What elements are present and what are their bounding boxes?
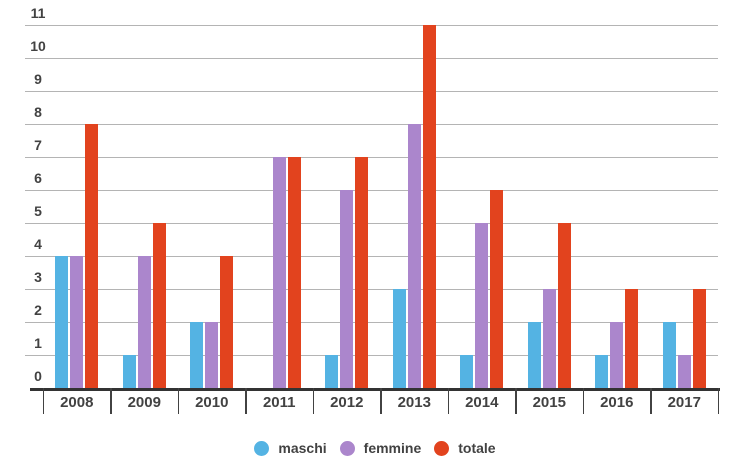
axis-tick xyxy=(447,388,449,414)
bar-maschi-2008[interactable] xyxy=(55,256,69,388)
x-axis-label-2008: 2008 xyxy=(60,394,94,411)
bar-totale-2015[interactable] xyxy=(557,223,571,388)
gridline xyxy=(25,288,718,290)
legend-circle-icon xyxy=(339,440,355,456)
bar-maschi-2012[interactable] xyxy=(325,355,339,388)
gridline xyxy=(25,222,718,224)
bar-femmine-2014[interactable] xyxy=(475,223,489,388)
legend-label: totale xyxy=(458,440,496,456)
bar-femmine-2013[interactable] xyxy=(407,124,421,388)
y-axis-label: 8 xyxy=(34,104,42,120)
gridline xyxy=(25,354,718,356)
bar-femmine-2010[interactable] xyxy=(205,322,219,388)
y-axis-label: 6 xyxy=(34,170,42,186)
axis-tick xyxy=(380,388,382,414)
x-axis-label-2014: 2014 xyxy=(465,394,499,411)
bar-maschi-2013[interactable] xyxy=(392,289,406,388)
bar-totale-2013[interactable] xyxy=(422,25,436,388)
legend-item-femmine[interactable]: femmine xyxy=(339,440,422,456)
axis-tick xyxy=(650,388,652,414)
gridline xyxy=(25,156,718,158)
legend-item-totale[interactable]: totale xyxy=(434,440,496,456)
gridline xyxy=(25,123,718,125)
bar-totale-2009[interactable] xyxy=(152,223,166,388)
bar-femmine-2009[interactable] xyxy=(137,256,151,388)
bar-totale-2012[interactable] xyxy=(355,157,369,388)
y-axis-label: 1 xyxy=(34,335,42,351)
y-axis-label: 0 xyxy=(34,368,42,384)
bar-maschi-2009[interactable] xyxy=(122,355,136,388)
y-axis-label: 11 xyxy=(30,5,46,21)
bar-maschi-2015[interactable] xyxy=(527,322,541,388)
legend-item-maschi[interactable]: maschi xyxy=(254,440,327,456)
axis-tick xyxy=(515,388,517,414)
axis-tick xyxy=(177,388,179,414)
bar-maschi-2010[interactable] xyxy=(190,322,204,388)
bar-totale-2017[interactable] xyxy=(692,289,706,388)
x-axis-label-2016: 2016 xyxy=(600,394,634,411)
legend-circle-icon xyxy=(254,440,270,456)
gridline xyxy=(25,90,718,92)
y-axis-label: 2 xyxy=(34,302,42,318)
gridline xyxy=(25,189,718,191)
y-axis-label: 4 xyxy=(34,236,42,252)
legend: maschi femmine totale xyxy=(0,438,750,458)
y-axis-label: 3 xyxy=(34,269,42,285)
gridline xyxy=(25,321,718,323)
x-axis-label-2011: 2011 xyxy=(262,394,296,411)
x-axis-label-2012: 2012 xyxy=(330,394,364,411)
bar-femmine-2012[interactable] xyxy=(340,190,354,388)
y-axis-label: 9 xyxy=(34,71,42,87)
y-axis-label: 10 xyxy=(30,38,46,54)
legend-label: maschi xyxy=(278,440,327,456)
legend-circle-icon xyxy=(434,440,450,456)
x-axis-label-2009: 2009 xyxy=(127,394,161,411)
axis-tick xyxy=(717,388,719,414)
x-axis-label-2015: 2015 xyxy=(532,394,566,411)
bar-totale-2016[interactable] xyxy=(625,289,639,388)
bar-maschi-2017[interactable] xyxy=(662,322,676,388)
x-axis-label-2017: 2017 xyxy=(667,394,701,411)
legend-label: femmine xyxy=(363,440,422,456)
bar-totale-2014[interactable] xyxy=(490,190,504,388)
bar-femmine-2015[interactable] xyxy=(542,289,556,388)
y-axis-label: 7 xyxy=(34,137,42,153)
bar-maschi-2016[interactable] xyxy=(595,355,609,388)
x-axis-label-2010: 2010 xyxy=(195,394,229,411)
bar-totale-2011[interactable] xyxy=(287,157,301,388)
bar-femmine-2016[interactable] xyxy=(610,322,624,388)
bar-totale-2010[interactable] xyxy=(220,256,234,388)
bar-femmine-2011[interactable] xyxy=(272,157,286,388)
gridline xyxy=(25,255,718,257)
x-axis-line xyxy=(30,388,720,391)
axis-tick xyxy=(110,388,112,414)
y-axis-label: 5 xyxy=(34,203,42,219)
x-axis-label-2013: 2013 xyxy=(397,394,431,411)
axis-tick xyxy=(312,388,314,414)
bar-femmine-2017[interactable] xyxy=(677,355,691,388)
gridline xyxy=(25,57,718,59)
axis-tick xyxy=(582,388,584,414)
bar-totale-2008[interactable] xyxy=(85,124,99,388)
bar-femmine-2008[interactable] xyxy=(70,256,84,388)
axis-tick xyxy=(42,388,44,414)
bar-maschi-2014[interactable] xyxy=(460,355,474,388)
axis-tick xyxy=(245,388,247,414)
gridline xyxy=(25,24,718,26)
